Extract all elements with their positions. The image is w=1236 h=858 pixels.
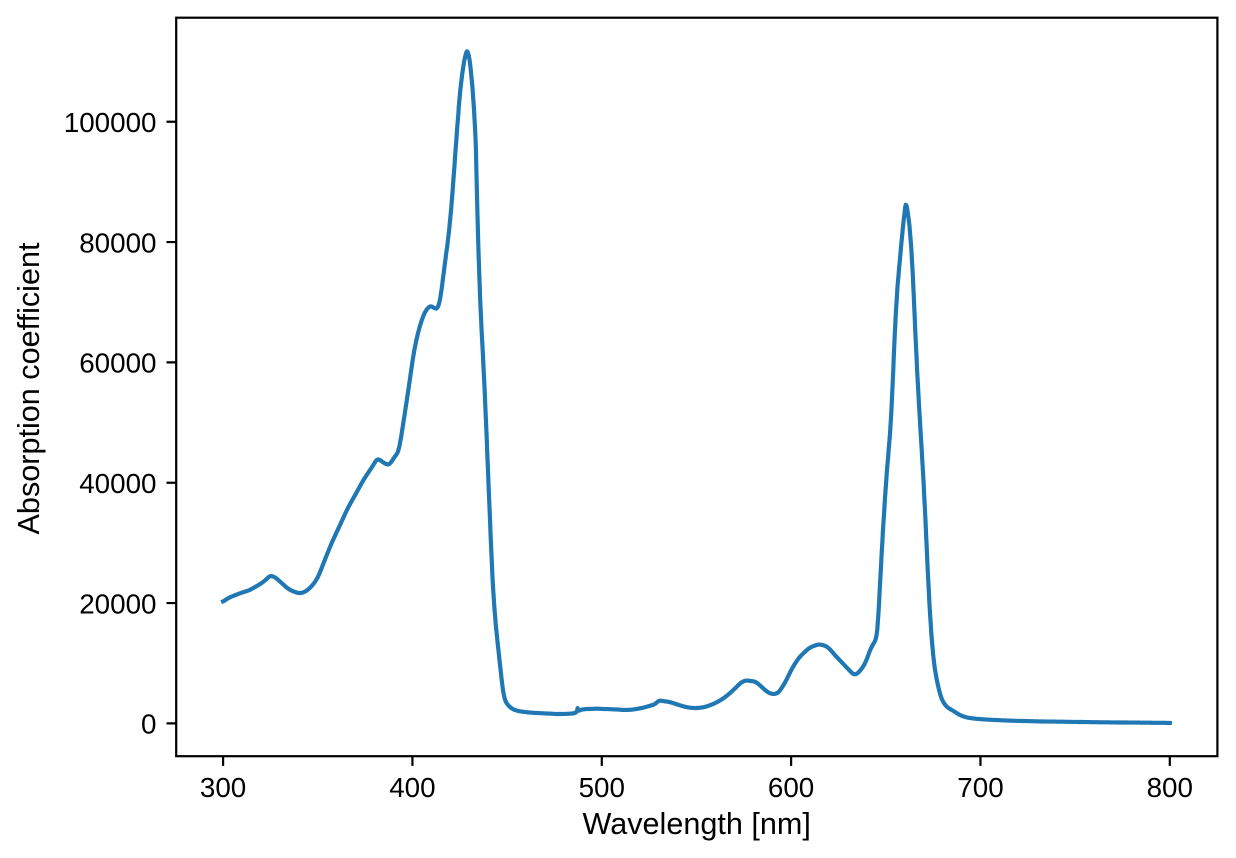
svg-text:40000: 40000 — [79, 468, 156, 499]
svg-text:60000: 60000 — [79, 348, 156, 379]
svg-text:400: 400 — [389, 772, 435, 803]
svg-text:600: 600 — [768, 772, 814, 803]
svg-text:Absorption coefficient: Absorption coefficient — [12, 242, 46, 534]
svg-text:80000: 80000 — [79, 227, 156, 258]
svg-text:Wavelength [nm]: Wavelength [nm] — [582, 807, 810, 841]
svg-text:700: 700 — [957, 772, 1003, 803]
svg-text:800: 800 — [1147, 772, 1193, 803]
svg-text:300: 300 — [200, 772, 246, 803]
svg-text:100000: 100000 — [64, 107, 157, 138]
svg-text:500: 500 — [579, 772, 625, 803]
svg-text:20000: 20000 — [79, 588, 156, 619]
svg-text:0: 0 — [141, 709, 156, 740]
